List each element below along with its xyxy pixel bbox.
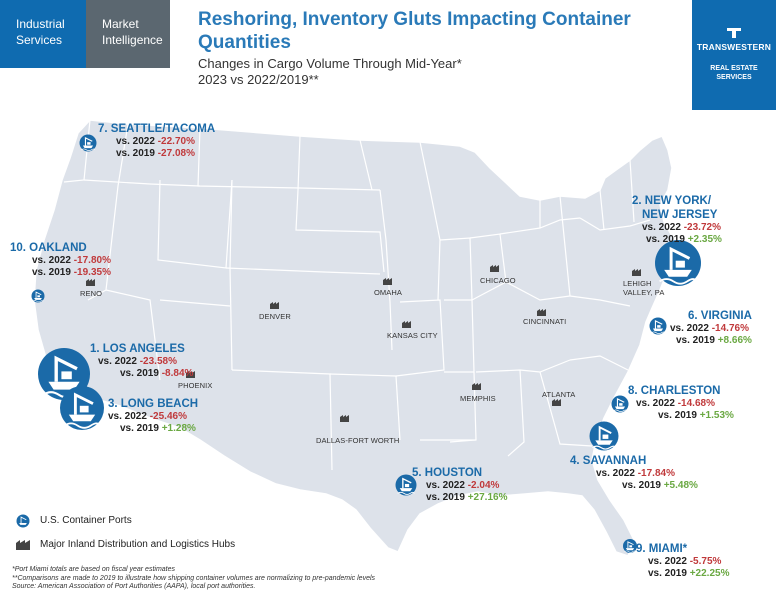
port-title: 8. CHARLESTON — [628, 385, 721, 397]
value-vs2019: +22.25% — [689, 568, 730, 579]
port-title: 4. SAVANNAH — [570, 455, 647, 467]
port-title: 2. NEW YORK/ — [632, 195, 712, 207]
value-vs2019: +2.35% — [687, 234, 722, 245]
subtitle-line-1: Changes in Cargo Volume Through Mid-Year… — [198, 56, 462, 71]
legend-hub-icon — [16, 540, 30, 550]
tab-industrial-label: Industrial Services — [16, 17, 65, 47]
hub-label-omaha: OMAHA — [374, 288, 403, 297]
port-title: 7. SEATTLE/TACOMA — [98, 123, 216, 135]
legend-hubs-label: Major Inland Distribution and Logistics … — [40, 539, 236, 550]
port-title-line2: NEW JERSEY — [642, 209, 718, 221]
value-vs2019: +8.66% — [717, 335, 752, 346]
page-subtitle: Changes in Cargo Volume Through Mid-Year… — [198, 56, 462, 88]
value-vs2022: -14.68% — [677, 398, 715, 409]
page-title: Reshoring, Inventory Gluts Impacting Con… — [198, 9, 631, 53]
tab-industrial-services[interactable]: Industrial Services — [0, 0, 86, 68]
tab-market-intelligence[interactable]: Market Intelligence — [86, 0, 170, 68]
port-label-houston: 5. HOUSTON vs. 2022 -2.04% vs. 2019 +27.… — [412, 467, 508, 503]
port-label-newyork: 2. NEW YORK/ NEW JERSEY vs. 2022 -23.72%… — [632, 195, 722, 245]
hub-label-memphis: MEMPHIS — [460, 394, 496, 403]
hub-label-phoenix: PHOENIX — [178, 381, 213, 390]
port-title: 1. LOS ANGELES — [90, 343, 185, 355]
hub-label-cincinnati: CINCINNATI — [523, 317, 567, 326]
value-vs2022: -22.70% — [157, 136, 195, 147]
value-vs2022: -14.76% — [711, 323, 749, 334]
value-vs2019: -8.84% — [161, 368, 194, 379]
footnote-source: Source: American Association of Port Aut… — [12, 583, 256, 590]
hub-label-lehigh: LEHIGH VALLEY, PA — [623, 279, 665, 297]
value-vs2022: -17.84% — [637, 468, 675, 479]
hub-label-reno: RENO — [80, 289, 103, 298]
value-vs2022: -23.58% — [139, 356, 177, 367]
port-title: 9. MIAMI* — [636, 543, 688, 555]
value-vs2022: -5.75% — [689, 556, 722, 567]
port-label-charleston: 8. CHARLESTON vs. 2022 -14.68% vs. 2019 … — [628, 385, 734, 421]
value-vs2019: -27.08% — [157, 148, 195, 159]
port-label-oakland: 10. OAKLAND vs. 2022 -17.80% vs. 2019 -1… — [10, 242, 111, 278]
value-vs2019: +27.16% — [467, 492, 508, 503]
brand-name: TRANSWESTERN — [696, 42, 772, 52]
value-vs2019: +1.53% — [699, 410, 734, 421]
brand-tagline: REAL ESTATE SERVICES — [710, 65, 758, 81]
port-label-miami: 9. MIAMI* vs. 2022 -5.75% vs. 2019 +22.2… — [636, 543, 730, 579]
state-borders — [63, 119, 651, 471]
legend-ports-label: U.S. Container Ports — [40, 515, 132, 526]
footnote-2: **Comparisons are made to 2019 to illust… — [12, 574, 376, 582]
map-outline — [33, 119, 677, 557]
port-label-seattle: 7. SEATTLE/TACOMA vs. 2022 -22.70% vs. 2… — [98, 123, 216, 159]
value-vs2022: -23.72% — [683, 222, 721, 233]
hub-label-kansascity: KANSAS CITY — [387, 331, 438, 340]
value-vs2022: -25.46% — [149, 411, 187, 422]
port-label-virginia: 6. VIRGINIA vs. 2022 -14.76% vs. 2019 +8… — [670, 310, 752, 346]
subtitle-line-2: 2023 vs 2022/2019** — [198, 72, 319, 87]
hub-label-chicago: CHICAGO — [480, 276, 516, 285]
value-vs2019: +5.48% — [663, 480, 698, 491]
hub-label-atlanta: ATLANTA — [542, 390, 576, 399]
port-label-longbeach: 3. LONG BEACH vs. 2022 -25.46% vs. 2019 … — [108, 398, 199, 434]
port-title: 6. VIRGINIA — [688, 310, 752, 322]
value-vs2022: -17.80% — [73, 255, 111, 266]
value-vs2019: -19.35% — [73, 267, 111, 278]
port-label-savannah: 4. SAVANNAH vs. 2022 -17.84% vs. 2019 +5… — [570, 455, 698, 491]
legend-port-icon — [16, 514, 30, 528]
footnotes: *Port Miami totals are based on fiscal y… — [12, 566, 375, 592]
brand-logo: TRANSWESTERN REAL ESTATE SERVICES — [692, 0, 776, 110]
value-vs2019: +1.28% — [161, 423, 196, 434]
port-label-losangeles: 1. LOS ANGELES vs. 2022 -23.58% vs. 2019… — [90, 343, 194, 379]
brand-mark-icon — [727, 28, 741, 38]
port-title: 10. OAKLAND — [10, 242, 87, 254]
port-title: 3. LONG BEACH — [108, 398, 199, 410]
value-vs2022: -2.04% — [467, 480, 500, 491]
footnote-1: *Port Miami totals are based on fiscal y… — [12, 566, 176, 573]
hub-label-denver: DENVER — [259, 312, 291, 321]
port-title: 5. HOUSTON — [412, 467, 483, 479]
tab-market-label: Market Intelligence — [102, 17, 163, 47]
hub-label-dallas: DALLAS-FORT WORTH — [316, 436, 400, 445]
